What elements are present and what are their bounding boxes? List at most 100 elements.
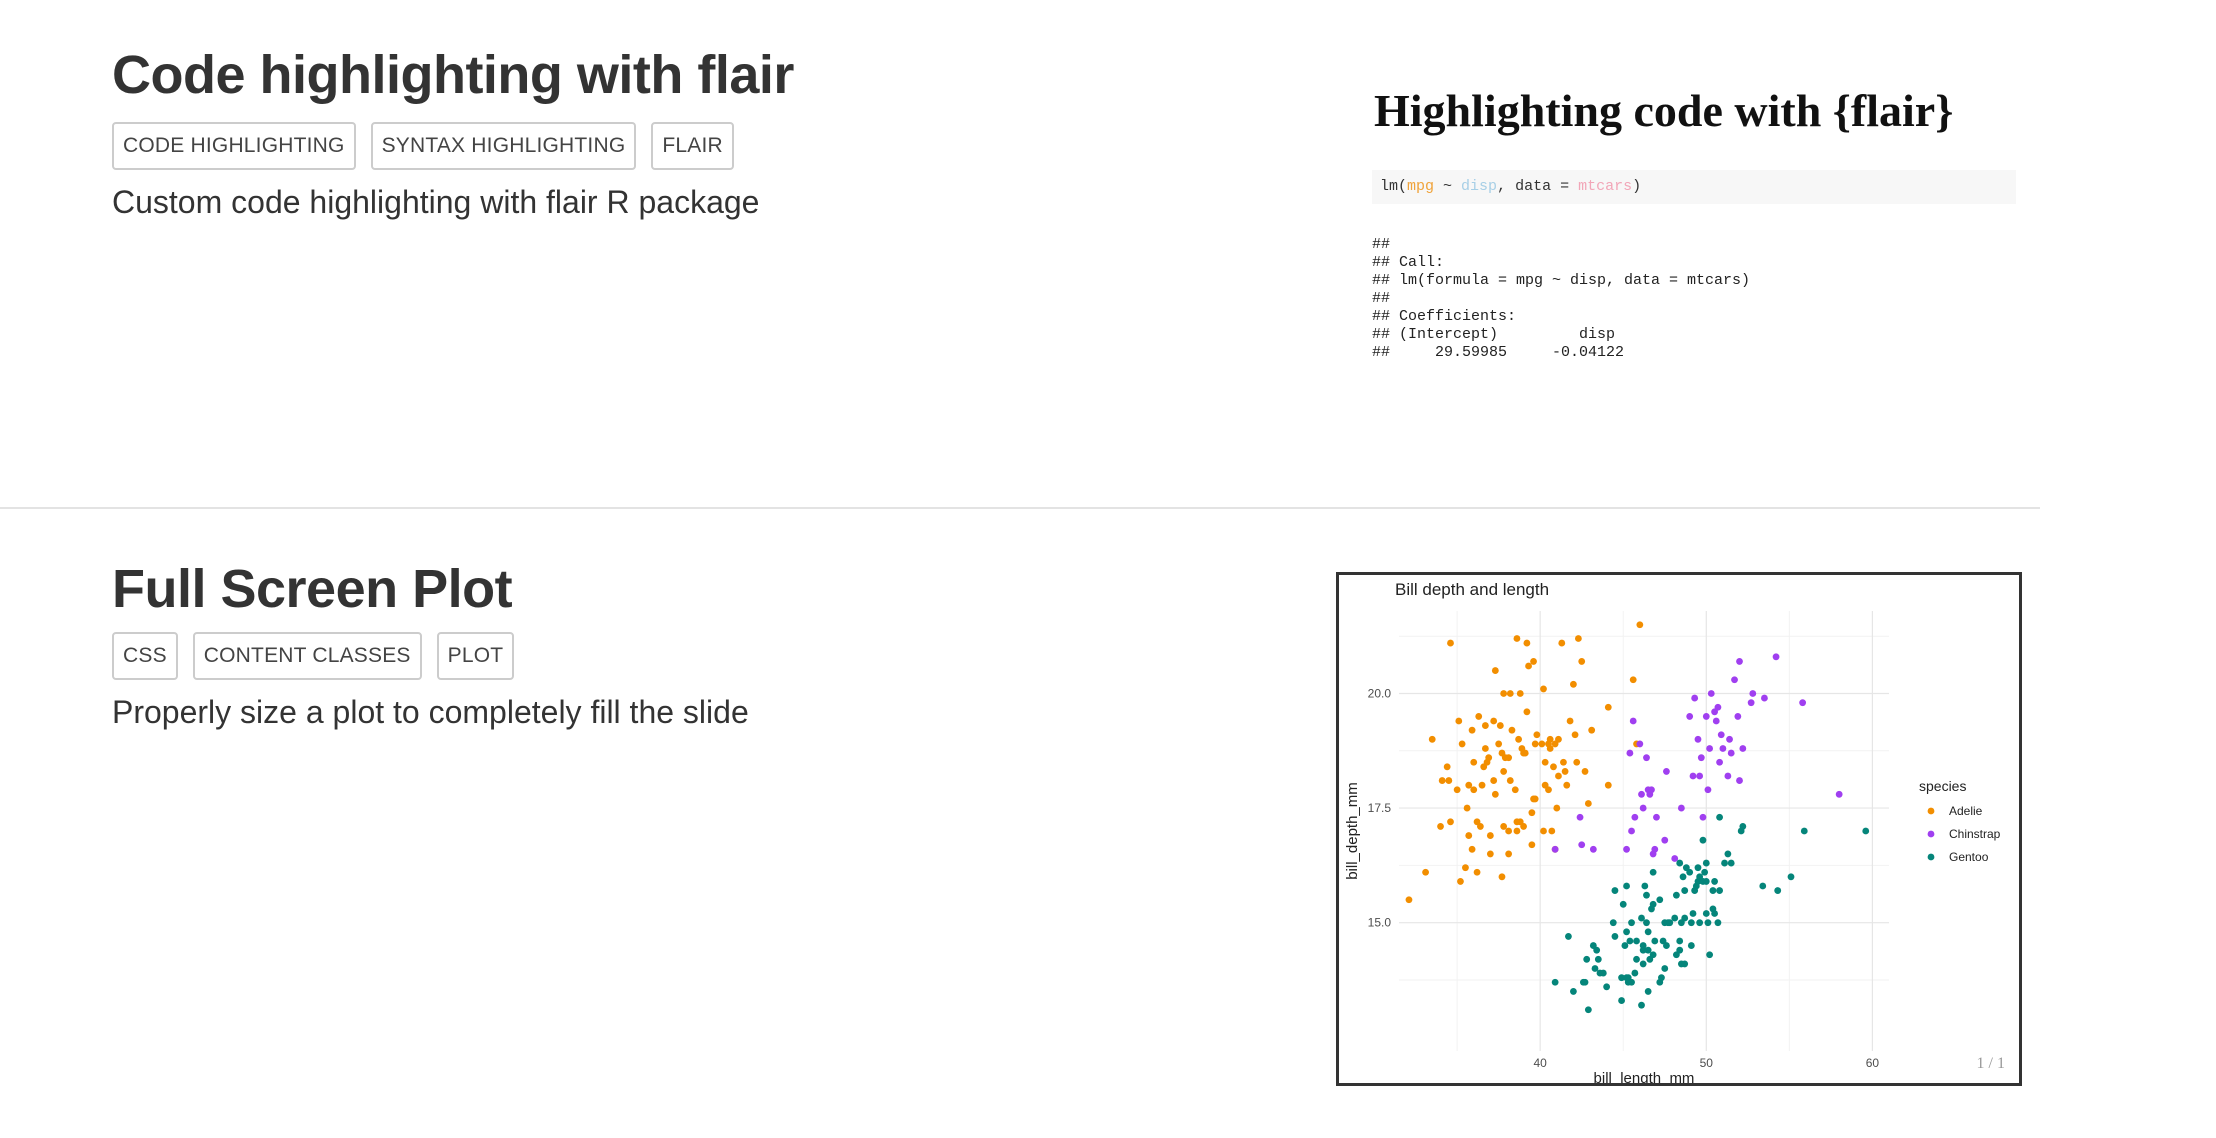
data-point-gentoo [1631, 969, 1639, 977]
data-point-chinstrap [1749, 690, 1757, 697]
data-point-gentoo [1704, 919, 1712, 927]
entry-full-screen-plot: Full Screen Plot CSS CONTENT CLASSES PLO… [0, 510, 2040, 1138]
data-point-chinstrap [1747, 699, 1755, 707]
data-point-chinstrap [1731, 676, 1738, 684]
legend-label: Adelie [1949, 804, 1983, 818]
entry-title[interactable]: Code highlighting with flair [112, 45, 794, 105]
data-point-adelie [1540, 685, 1547, 693]
y-tick-label: 20.0 [1368, 687, 1392, 701]
data-point-chinstrap [1697, 754, 1705, 762]
code-sep: ~ [1434, 178, 1462, 195]
output-line: ## lm(formula = mpg ~ disp, data = mtcar… [1372, 272, 1751, 289]
data-point-chinstrap [1623, 845, 1630, 853]
data-point-gentoo [1618, 997, 1625, 1004]
data-point-adelie [1508, 726, 1516, 734]
data-point-gentoo [1663, 942, 1670, 949]
legend-title: species [1919, 778, 1966, 794]
tag-list: CODE HIGHLIGHTING SYNTAX HIGHLIGHTING FL… [112, 122, 734, 170]
data-point-gentoo [1628, 919, 1635, 927]
data-point-gentoo [1643, 891, 1650, 899]
data-point-gentoo [1689, 910, 1697, 917]
data-point-gentoo [1649, 900, 1657, 908]
tag-flair[interactable]: FLAIR [651, 122, 734, 170]
data-point-gentoo [1787, 873, 1795, 881]
data-point-adelie [1463, 804, 1471, 812]
entry-title[interactable]: Full Screen Plot [112, 559, 513, 619]
data-point-adelie [1531, 795, 1539, 803]
slide-preview-flair[interactable]: Highlighting code with {flair} lm(mpg ~ … [1360, 60, 2020, 400]
data-point-gentoo [1702, 878, 1710, 885]
data-point-adelie [1473, 868, 1481, 876]
data-point-gentoo [1702, 910, 1710, 917]
entry-divider [0, 507, 2040, 509]
data-point-gentoo [1633, 937, 1640, 945]
data-point-adelie [1475, 713, 1483, 720]
data-point-adelie [1465, 781, 1473, 789]
data-point-adelie [1515, 735, 1522, 743]
data-point-chinstrap [1551, 845, 1559, 853]
entry-code-highlighting: Code highlighting with flair CODE HIGHLI… [0, 0, 2040, 508]
data-point-adelie [1525, 662, 1532, 670]
tag-plot[interactable]: PLOT [436, 632, 515, 680]
data-point-gentoo [1651, 937, 1659, 945]
data-point-adelie [1437, 823, 1444, 830]
legend-key-adelie [1927, 807, 1935, 815]
data-point-adelie [1495, 740, 1503, 748]
code-token-mpg: mpg [1407, 178, 1435, 195]
y-tick-label: 15.0 [1368, 916, 1392, 930]
data-point-chinstrap [1629, 717, 1637, 725]
data-point-adelie [1455, 717, 1463, 725]
data-point-adelie [1545, 786, 1552, 794]
data-point-adelie [1584, 800, 1592, 807]
data-point-gentoo [1599, 969, 1607, 977]
tag-code-highlighting[interactable]: CODE HIGHLIGHTING [112, 122, 356, 170]
data-point-gentoo [1672, 891, 1680, 899]
output-line: ## [1372, 236, 1391, 253]
data-point-chinstrap [1761, 694, 1768, 702]
tag-css[interactable]: CSS [112, 632, 178, 680]
data-point-adelie [1570, 680, 1577, 688]
data-point-gentoo [1687, 942, 1695, 949]
data-point-gentoo [1676, 937, 1684, 945]
data-point-adelie [1468, 726, 1476, 734]
data-point-chinstrap [1636, 740, 1644, 748]
data-point-gentoo [1862, 827, 1870, 835]
data-point-gentoo [1618, 974, 1625, 982]
data-point-gentoo [1721, 859, 1728, 867]
tag-syntax-highlighting[interactable]: SYNTAX HIGHLIGHTING [370, 122, 637, 170]
data-point-chinstrap [1631, 813, 1639, 821]
data-point-adelie [1422, 868, 1429, 876]
data-point-adelie [1531, 740, 1539, 748]
data-point-chinstrap [1727, 749, 1735, 757]
data-point-chinstrap [1719, 745, 1727, 752]
data-point-adelie [1636, 621, 1644, 629]
data-point-gentoo [1687, 919, 1695, 927]
data-point-adelie [1428, 735, 1436, 743]
data-point-chinstrap [1736, 777, 1743, 784]
data-point-gentoo [1639, 942, 1647, 949]
data-point-adelie [1555, 735, 1562, 743]
data-point-adelie [1513, 635, 1521, 642]
data-point-chinstrap [1639, 804, 1647, 812]
data-point-gentoo [1681, 960, 1689, 968]
data-point-adelie [1505, 827, 1513, 835]
data-point-gentoo [1649, 951, 1657, 959]
data-point-gentoo [1643, 919, 1650, 927]
data-point-adelie [1462, 864, 1469, 872]
data-point-adelie [1574, 635, 1582, 642]
data-point-adelie [1528, 809, 1536, 817]
data-point-adelie [1578, 658, 1586, 665]
data-point-gentoo [1638, 914, 1645, 922]
tag-content-classes[interactable]: CONTENT CLASSES [192, 632, 422, 680]
data-point-adelie [1447, 818, 1454, 826]
data-point-chinstrap [1691, 694, 1699, 702]
x-tick-label: 50 [1700, 1056, 1714, 1070]
data-point-adelie [1573, 758, 1581, 766]
slide-preview-plot[interactable]: 40 50 60 15.0 17.5 20.0 bill_length_mm bill_dep… [1336, 572, 2022, 1086]
data-point-chinstrap [1638, 790, 1645, 798]
legend-label: Gentoo [1949, 850, 1989, 864]
data-point-chinstrap [1648, 786, 1655, 794]
data-point-adelie [1561, 768, 1569, 775]
data-point-adelie [1528, 841, 1536, 849]
data-point-adelie [1511, 786, 1519, 794]
